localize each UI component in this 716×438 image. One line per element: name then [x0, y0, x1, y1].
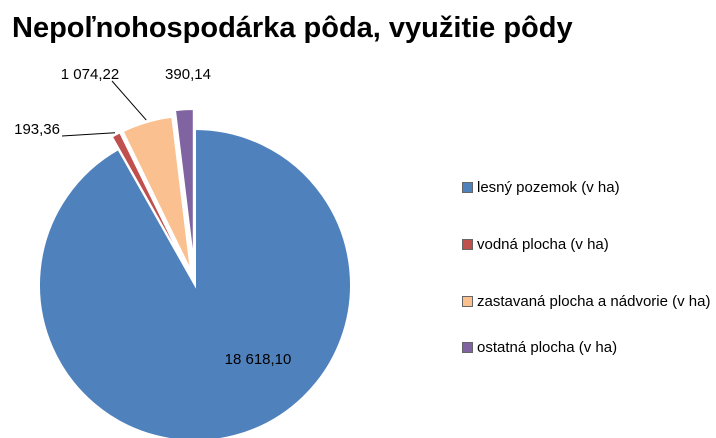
- legend-swatch: [462, 239, 473, 250]
- data-label: 18 618,10: [225, 351, 292, 368]
- leader-line: [111, 80, 147, 121]
- pie-slice: [110, 131, 190, 274]
- legend-item: lesný pozemok (v ha): [462, 178, 712, 198]
- legend-label: ostatná plocha (v ha): [477, 339, 618, 356]
- legend-label: vodná plocha (v ha): [477, 236, 609, 253]
- pie-slice: [38, 127, 352, 438]
- legend-swatch: [462, 182, 473, 193]
- legend-item: vodná plocha (v ha): [462, 235, 712, 255]
- legend-label: lesný pozemok (v ha): [477, 179, 620, 196]
- legend-item: zastavaná plocha a nádvorie (v ha): [462, 292, 712, 312]
- chart-title: Nepoľnohospodárka pôda, využitie pôdy: [12, 12, 573, 44]
- legend-swatch: [462, 342, 473, 353]
- pie-slice: [121, 115, 193, 273]
- legend-swatch: [462, 296, 473, 307]
- pie-slice: [173, 108, 195, 266]
- legend-item: ostatná plocha (v ha): [462, 338, 712, 358]
- legend-label: zastavaná plocha a nádvorie (v ha): [477, 293, 711, 310]
- data-label: 193,36: [14, 121, 60, 138]
- leader-line: [61, 132, 116, 137]
- data-label: 1 074,22: [61, 66, 119, 83]
- data-label: 390,14: [165, 66, 211, 83]
